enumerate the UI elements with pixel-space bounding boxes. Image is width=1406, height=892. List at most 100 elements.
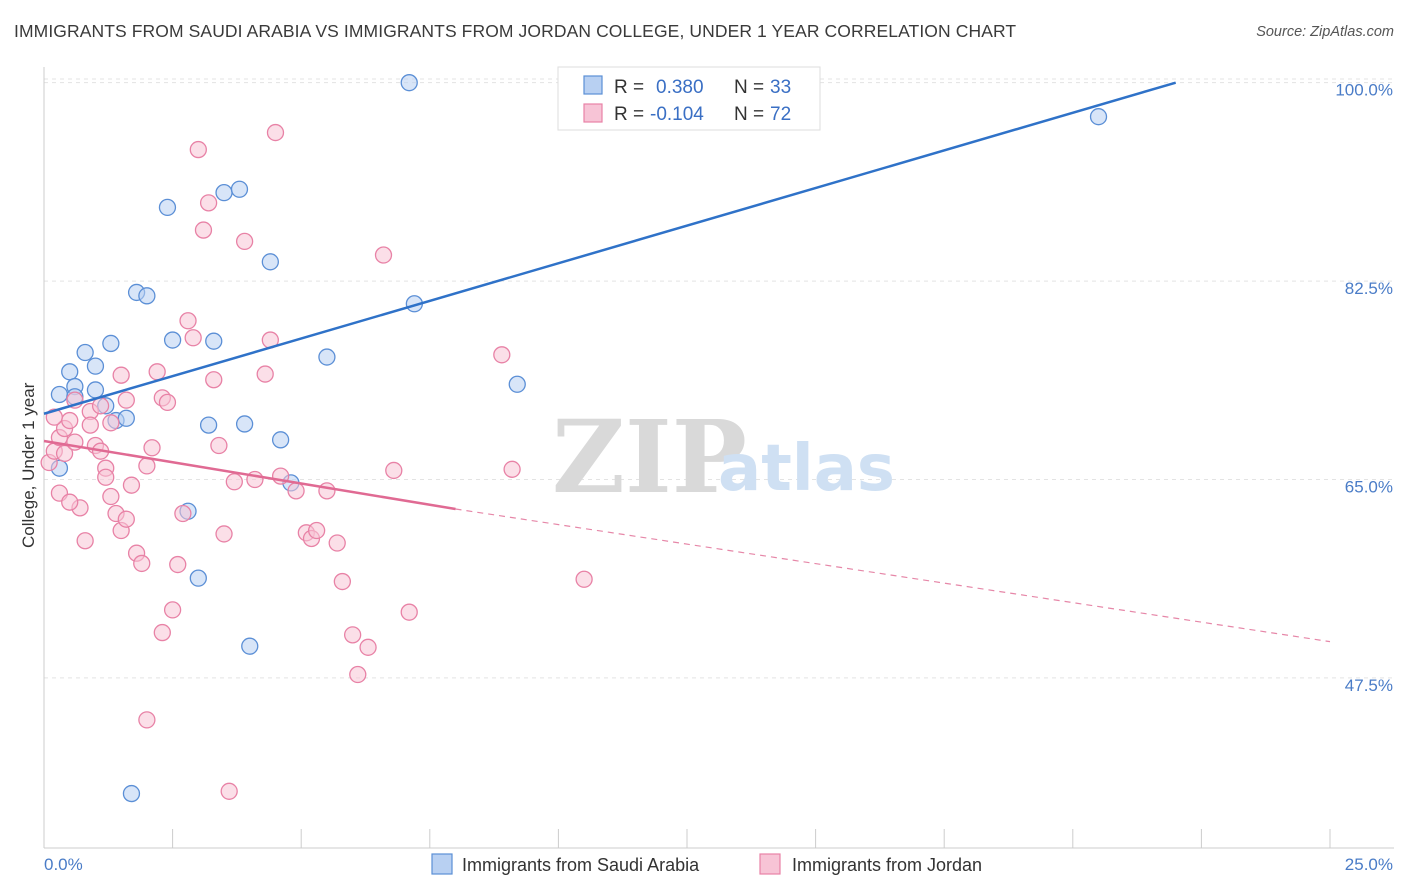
jordan-point <box>179 312 197 330</box>
jordan-point <box>307 521 326 540</box>
jordan-point <box>97 468 115 486</box>
saudi-point <box>86 381 105 399</box>
watermark-atlas: atlas <box>718 432 895 506</box>
jordan-point <box>133 554 151 573</box>
jordan-point <box>503 460 521 478</box>
jordan-point <box>235 232 254 251</box>
jordan-point <box>194 221 213 239</box>
data-points <box>40 74 1108 803</box>
jordan-point <box>343 626 362 644</box>
jordan-point <box>189 140 207 159</box>
jordan-trend-line <box>43 439 456 511</box>
bottom-legend-swatch-saudi <box>431 853 453 875</box>
jordan-point <box>385 461 403 480</box>
saudi-point <box>138 287 156 305</box>
saudi-point <box>230 180 249 198</box>
jordan-point <box>158 393 177 412</box>
jordan-point <box>91 397 110 415</box>
saudi-point <box>508 375 526 393</box>
jordan-point <box>138 711 156 729</box>
jordan-point <box>349 665 367 684</box>
jordan-point <box>287 482 305 500</box>
saudi-point <box>261 253 279 271</box>
saudi-point <box>215 184 233 202</box>
legend-swatch-saudi <box>583 75 603 95</box>
legend-n-label-1: N = <box>734 77 764 98</box>
grid-lines <box>44 78 1394 679</box>
jordan-point <box>169 555 187 574</box>
bottom-legend-swatch-jordan <box>759 853 781 875</box>
saudi-point <box>205 332 223 350</box>
saudi-point <box>1089 108 1108 126</box>
saudi-point <box>102 334 120 353</box>
saudi-trend-line <box>43 81 1177 415</box>
jordan-point <box>102 487 120 506</box>
jordan-point <box>153 623 171 642</box>
jordan-point <box>163 601 182 619</box>
bottom-legend-label-jordan: Immigrants from Jordan <box>792 855 982 875</box>
jordan-point <box>61 411 79 430</box>
watermark: ZIP atlas <box>552 398 895 516</box>
jordan-point <box>138 457 156 475</box>
saudi-point <box>158 198 177 217</box>
jordan-point <box>333 572 352 591</box>
saudi-point <box>189 569 207 587</box>
jordan-point <box>148 363 166 381</box>
saudi-point <box>50 385 69 404</box>
saudi-point <box>61 363 79 381</box>
jordan-point <box>61 493 79 511</box>
jordan-point <box>199 194 218 212</box>
chart-title: IMMIGRANTS FROM SAUDI ARABIA VS IMMIGRAN… <box>14 21 1017 41</box>
jordan-point <box>117 510 135 528</box>
y-tick-label: 47.5% <box>1345 676 1393 695</box>
legend-r-value-1: 0.380 <box>656 77 704 98</box>
jordan-point <box>143 439 161 457</box>
jordan-point <box>400 603 418 621</box>
jordan-point <box>318 482 336 500</box>
legend-n-value-1: 33 <box>770 77 791 98</box>
jordan-point <box>493 346 511 364</box>
x-tick-label-min: 0.0% <box>44 855 83 874</box>
y-tick-label: 82.5% <box>1345 279 1393 298</box>
jordan-point <box>256 365 274 383</box>
trend-lines <box>43 81 1331 643</box>
saudi-point <box>318 348 336 366</box>
legend-n-value-2: 72 <box>770 104 791 125</box>
correlation-legend: R = 0.380 N = 33 R = -0.104 N = 72 <box>557 66 821 131</box>
saudi-point <box>271 431 290 449</box>
jordan-trend-extension <box>455 508 1331 643</box>
y-tick-label: 100.0% <box>1335 81 1393 100</box>
y-tick-labels: 47.5% 65.0% 82.5% 100.0% <box>1335 81 1393 695</box>
watermark-zip: ZIP <box>552 398 747 516</box>
saudi-point <box>86 357 105 375</box>
jordan-point <box>210 436 228 455</box>
legend-r-value-2: -0.104 <box>650 104 704 125</box>
saudi-point <box>122 784 141 803</box>
jordan-point <box>205 371 223 389</box>
jordan-point <box>184 329 202 347</box>
saudi-point <box>76 343 94 362</box>
y-axis-label: College, Under 1 year <box>19 382 38 548</box>
saudi-point <box>235 415 254 433</box>
jordan-point <box>359 638 377 656</box>
legend-r-label-2: R = <box>614 104 644 125</box>
saudi-point <box>241 637 259 655</box>
legend-swatch-jordan <box>583 103 603 123</box>
saudi-point <box>199 416 218 434</box>
saudi-point <box>400 74 418 92</box>
series-legend: Immigrants from Saudi Arabia Immigrants … <box>431 853 982 875</box>
x-tick-labels: 0.0% 25.0% <box>44 855 1393 874</box>
jordan-point <box>266 123 285 142</box>
jordan-point <box>220 782 238 800</box>
jordan-point <box>225 473 243 491</box>
jordan-point <box>174 504 192 523</box>
jordan-point <box>215 525 233 543</box>
jordan-point <box>374 246 393 264</box>
source-credit: Source: ZipAtlas.com <box>1256 24 1394 40</box>
x-tick-label-max: 25.0% <box>1345 855 1393 874</box>
jordan-point <box>102 414 120 432</box>
jordan-point <box>575 570 593 588</box>
jordan-point <box>117 391 135 409</box>
jordan-point <box>112 366 130 384</box>
